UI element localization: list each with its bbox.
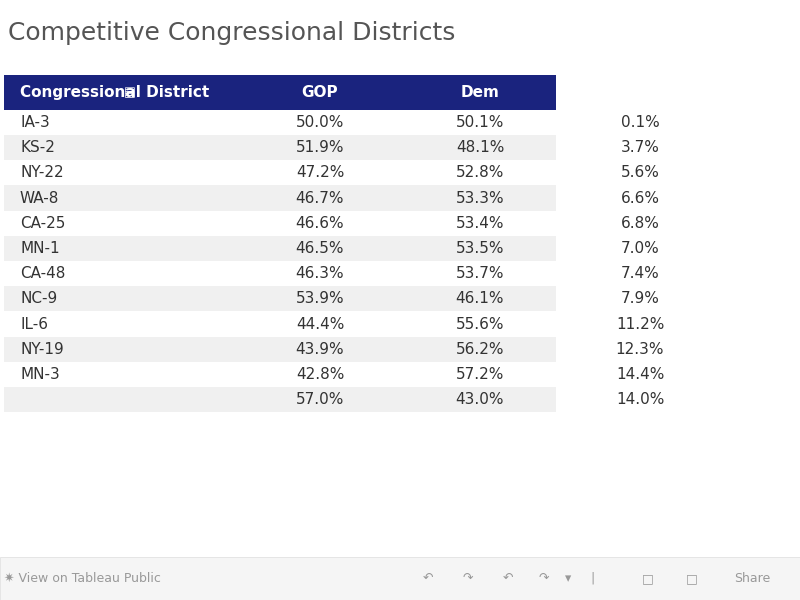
Text: □: □: [686, 572, 698, 585]
Text: 47.2%: 47.2%: [296, 165, 344, 180]
Text: 57.2%: 57.2%: [456, 367, 504, 382]
Text: 6.6%: 6.6%: [621, 191, 659, 205]
Text: 46.5%: 46.5%: [296, 241, 344, 256]
FancyBboxPatch shape: [4, 387, 556, 412]
Text: 42.8%: 42.8%: [296, 367, 344, 382]
Text: MN-1: MN-1: [20, 241, 60, 256]
Text: 7.9%: 7.9%: [621, 292, 659, 307]
FancyBboxPatch shape: [4, 135, 556, 160]
Text: 14.4%: 14.4%: [616, 367, 664, 382]
Text: ↷: ↷: [462, 572, 474, 585]
FancyBboxPatch shape: [4, 311, 556, 337]
Text: 12.3%: 12.3%: [616, 342, 664, 356]
Text: Congressional District: Congressional District: [20, 85, 210, 100]
Text: 43.9%: 43.9%: [296, 342, 344, 356]
Text: |: |: [590, 572, 594, 585]
Text: 11.2%: 11.2%: [616, 317, 664, 331]
Text: 0.1%: 0.1%: [621, 115, 659, 130]
Text: 43.0%: 43.0%: [456, 392, 504, 407]
Text: 51.9%: 51.9%: [296, 140, 344, 155]
Text: NC-9: NC-9: [20, 292, 58, 307]
Text: 53.3%: 53.3%: [456, 191, 504, 205]
Text: ↶: ↶: [422, 572, 434, 585]
Text: □: □: [642, 572, 654, 585]
Text: WA-8: WA-8: [20, 191, 59, 205]
Text: 6.8%: 6.8%: [621, 216, 659, 231]
Text: 48.1%: 48.1%: [456, 140, 504, 155]
Text: 7.4%: 7.4%: [621, 266, 659, 281]
Text: 46.3%: 46.3%: [296, 266, 344, 281]
Text: 50.1%: 50.1%: [456, 115, 504, 130]
Text: Competitive Congressional Districts: Competitive Congressional Districts: [8, 21, 455, 45]
Text: ↶: ↶: [502, 572, 514, 585]
Text: ▤: ▤: [700, 86, 712, 99]
Text: ▤: ▤: [124, 86, 136, 99]
Text: 14.0%: 14.0%: [616, 392, 664, 407]
Text: MN-3: MN-3: [20, 367, 60, 382]
Text: GOP: GOP: [302, 85, 338, 100]
Text: 3.7%: 3.7%: [621, 140, 659, 155]
Text: 53.4%: 53.4%: [456, 216, 504, 231]
Text: 46.7%: 46.7%: [296, 191, 344, 205]
Text: 56.2%: 56.2%: [456, 342, 504, 356]
Text: ✷ View on Tableau Public: ✷ View on Tableau Public: [4, 572, 161, 585]
FancyBboxPatch shape: [4, 211, 556, 236]
Text: 53.7%: 53.7%: [456, 266, 504, 281]
Text: CA-48: CA-48: [20, 266, 66, 281]
Text: 53.5%: 53.5%: [456, 241, 504, 256]
Text: IA-3: IA-3: [20, 115, 50, 130]
Text: NY-22: NY-22: [20, 165, 64, 180]
FancyBboxPatch shape: [4, 110, 556, 135]
Text: Share: Share: [734, 572, 770, 585]
Text: CA-25: CA-25: [20, 216, 66, 231]
FancyBboxPatch shape: [4, 185, 556, 211]
Text: 57.0%: 57.0%: [296, 392, 344, 407]
Text: 46.1%: 46.1%: [456, 292, 504, 307]
Text: NY-19: NY-19: [20, 342, 64, 356]
FancyBboxPatch shape: [4, 286, 556, 311]
Text: 50.0%: 50.0%: [296, 115, 344, 130]
Text: 7.0%: 7.0%: [621, 241, 659, 256]
Text: ▾: ▾: [565, 572, 571, 585]
Text: Dem: Dem: [461, 85, 499, 100]
Text: Absolute Gap: Absolute Gap: [582, 85, 698, 100]
FancyBboxPatch shape: [4, 75, 556, 110]
Text: KS-2: KS-2: [20, 140, 55, 155]
FancyBboxPatch shape: [4, 236, 556, 261]
Text: 46.6%: 46.6%: [296, 216, 344, 231]
Text: 52.8%: 52.8%: [456, 165, 504, 180]
Text: 44.4%: 44.4%: [296, 317, 344, 331]
Text: ↷: ↷: [538, 572, 550, 585]
Text: 5.6%: 5.6%: [621, 165, 659, 180]
FancyBboxPatch shape: [4, 261, 556, 286]
Text: IL-6: IL-6: [20, 317, 48, 331]
Text: 55.6%: 55.6%: [456, 317, 504, 331]
FancyBboxPatch shape: [4, 337, 556, 362]
FancyBboxPatch shape: [0, 557, 800, 600]
FancyBboxPatch shape: [4, 160, 556, 185]
FancyBboxPatch shape: [4, 362, 556, 387]
Text: 53.9%: 53.9%: [296, 292, 344, 307]
